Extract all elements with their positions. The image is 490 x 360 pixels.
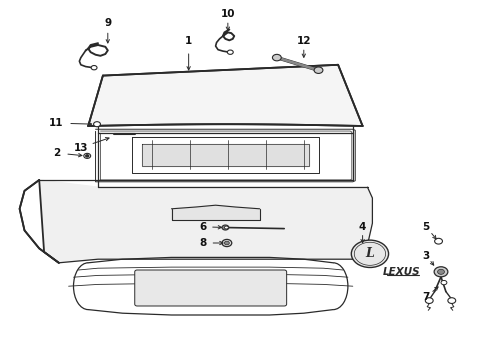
Text: 6: 6 xyxy=(200,222,207,232)
Text: 8: 8 xyxy=(200,238,207,248)
Circle shape xyxy=(222,239,232,247)
Polygon shape xyxy=(172,205,260,220)
Circle shape xyxy=(227,50,233,54)
Circle shape xyxy=(438,269,444,274)
Circle shape xyxy=(94,122,100,127)
Circle shape xyxy=(435,238,442,244)
Circle shape xyxy=(434,267,448,277)
Text: 13: 13 xyxy=(74,143,88,153)
Text: 3: 3 xyxy=(423,251,430,261)
Text: 5: 5 xyxy=(423,222,430,232)
Polygon shape xyxy=(39,180,372,263)
Text: L: L xyxy=(365,247,374,260)
Text: 7: 7 xyxy=(422,292,430,302)
Text: 10: 10 xyxy=(220,9,235,19)
Circle shape xyxy=(84,153,91,158)
Text: LEXUS: LEXUS xyxy=(383,267,420,277)
Polygon shape xyxy=(88,65,363,126)
Circle shape xyxy=(441,280,447,285)
Polygon shape xyxy=(142,144,309,166)
Text: 11: 11 xyxy=(49,118,64,128)
Text: 9: 9 xyxy=(104,18,111,28)
Circle shape xyxy=(224,226,228,229)
Circle shape xyxy=(314,67,323,73)
Text: 4: 4 xyxy=(359,222,367,232)
Text: 2: 2 xyxy=(53,148,60,158)
Circle shape xyxy=(222,225,229,230)
Circle shape xyxy=(91,66,97,70)
Circle shape xyxy=(425,298,433,303)
Circle shape xyxy=(272,54,281,61)
FancyBboxPatch shape xyxy=(135,270,287,306)
Circle shape xyxy=(86,155,89,157)
Circle shape xyxy=(224,241,229,245)
Text: 1: 1 xyxy=(185,36,192,46)
Text: 12: 12 xyxy=(296,36,311,46)
Circle shape xyxy=(448,298,456,303)
Circle shape xyxy=(351,240,389,267)
